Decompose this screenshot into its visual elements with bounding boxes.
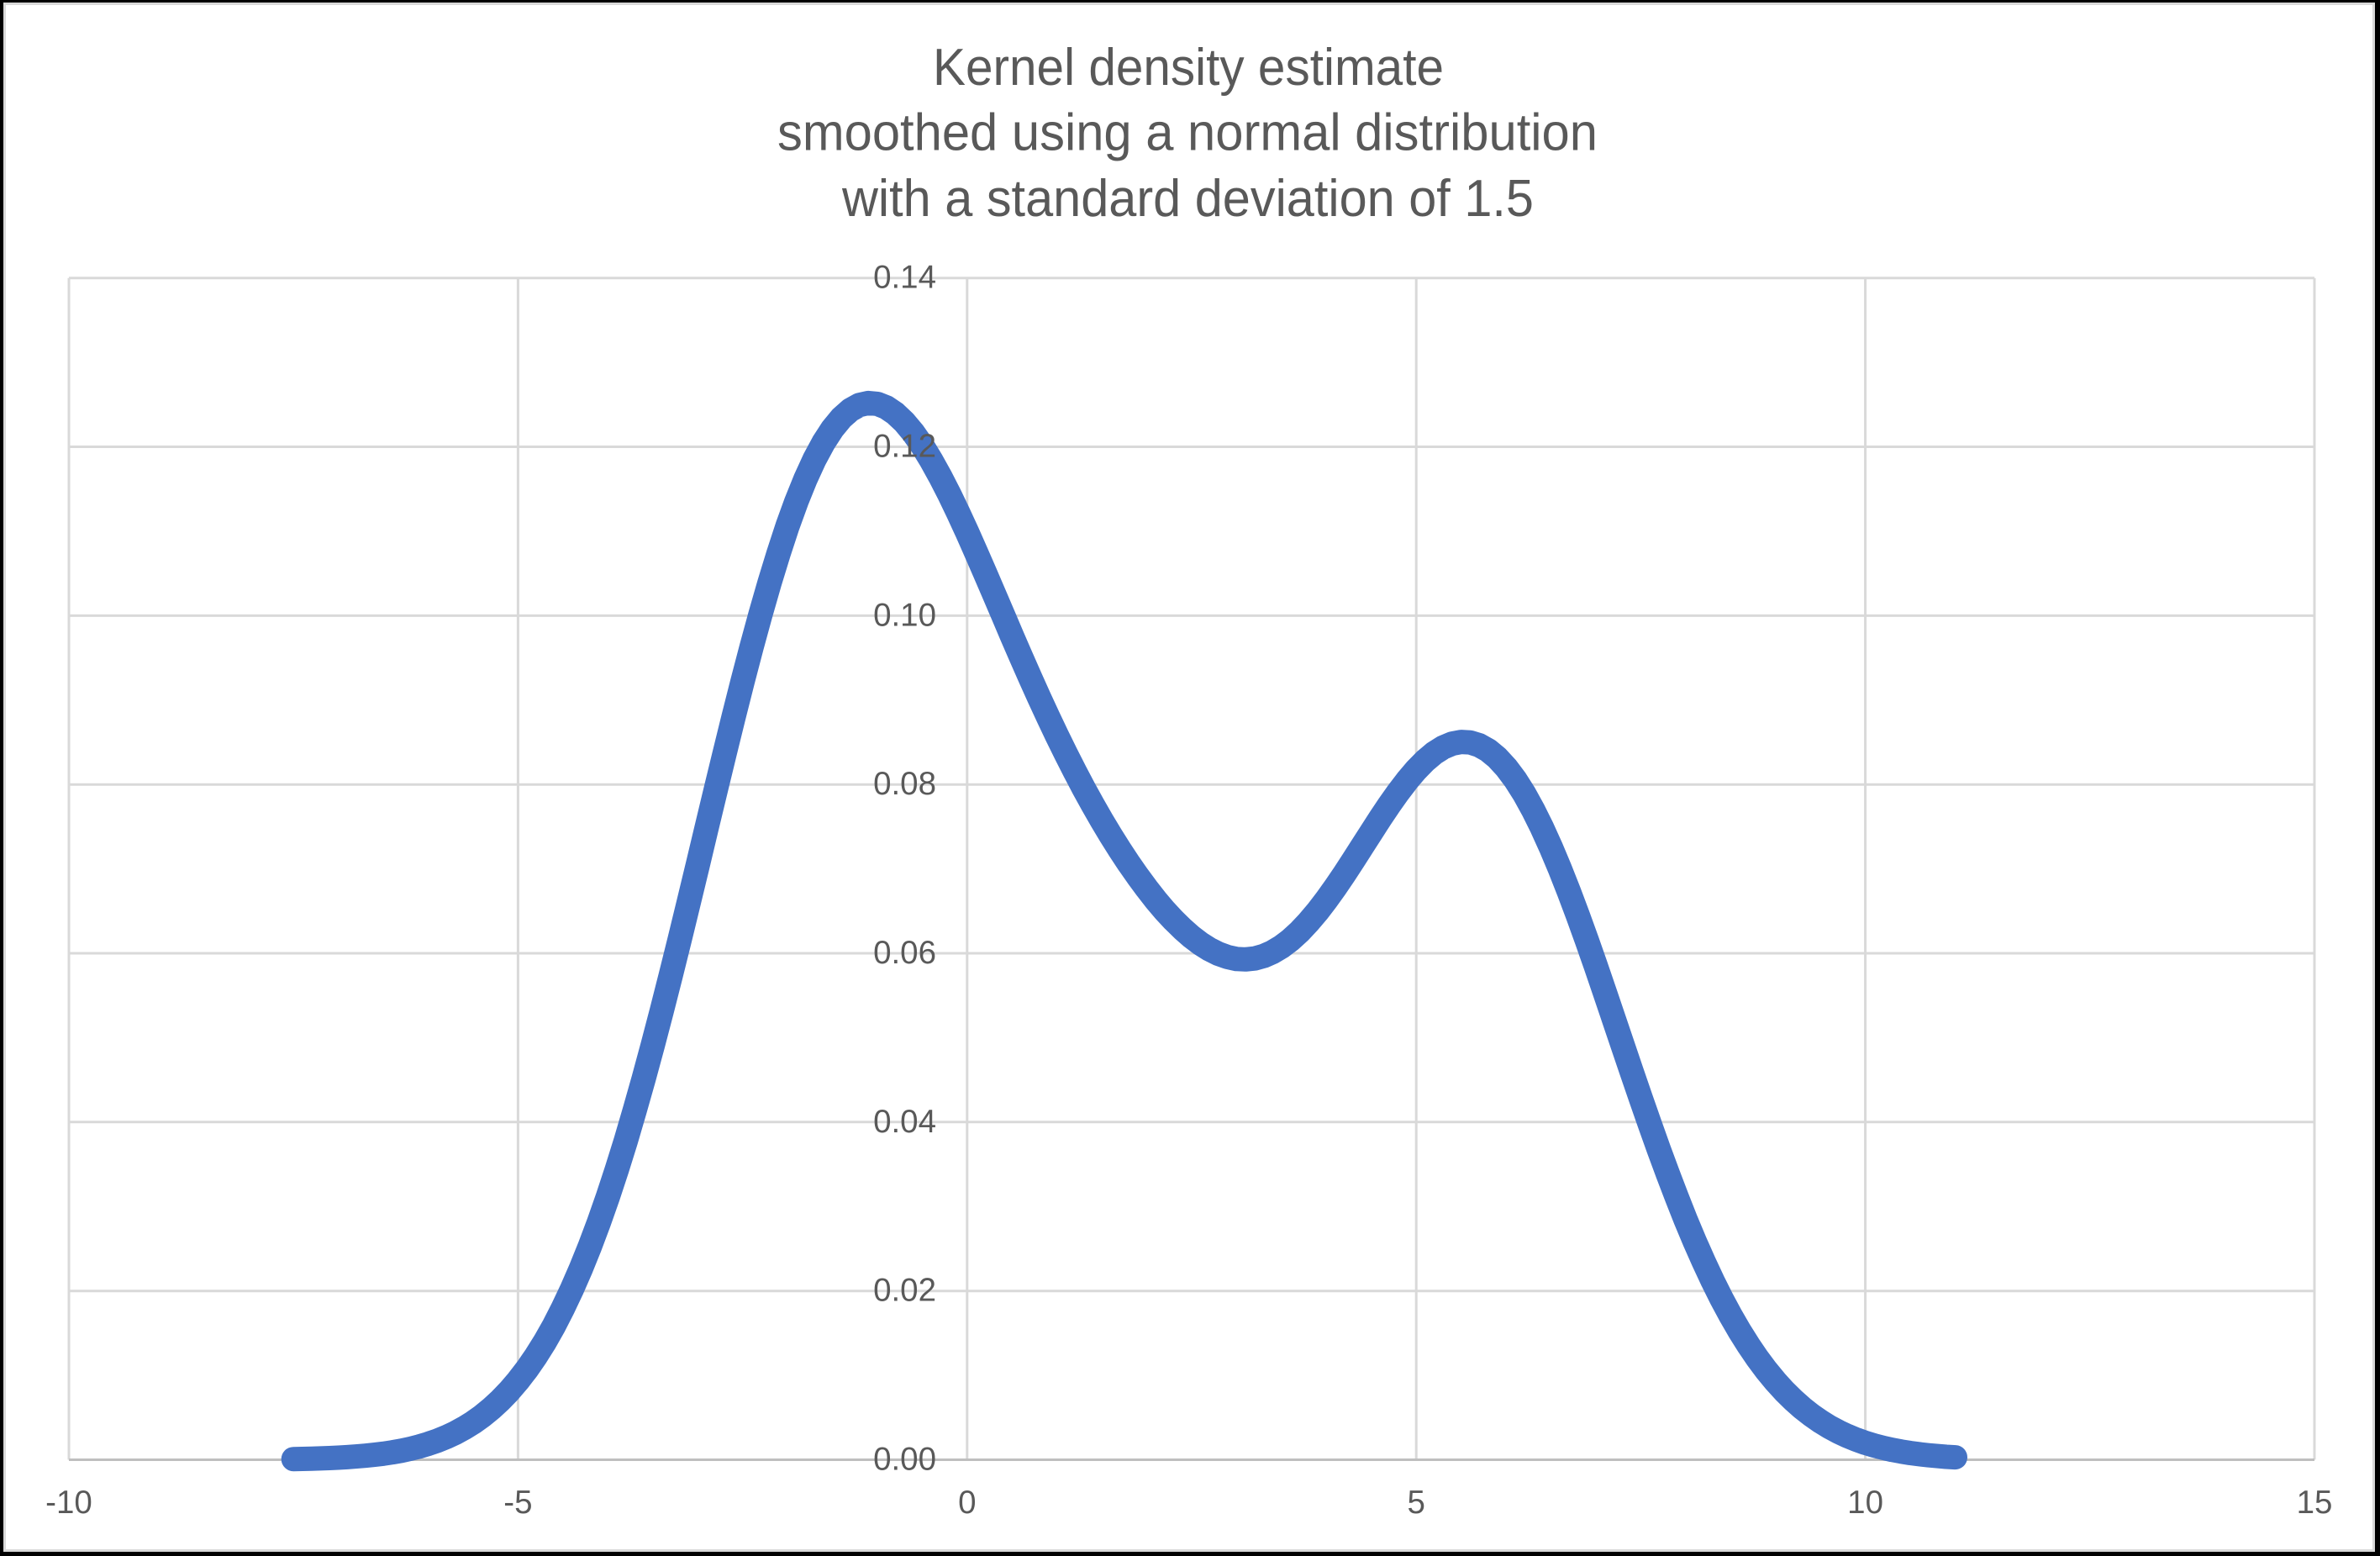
svg-text:15: 15 bbox=[2297, 1485, 2333, 1521]
svg-text:-5: -5 bbox=[503, 1485, 532, 1521]
svg-text:0.06: 0.06 bbox=[873, 935, 936, 971]
svg-text:0.10: 0.10 bbox=[873, 597, 936, 633]
svg-text:0.14: 0.14 bbox=[873, 260, 936, 296]
svg-text:0.00: 0.00 bbox=[873, 1442, 936, 1478]
svg-text:-10: -10 bbox=[45, 1485, 92, 1521]
svg-text:0: 0 bbox=[958, 1485, 976, 1521]
svg-text:with a standard deviation of 1: with a standard deviation of 1.5 bbox=[841, 170, 1534, 228]
svg-text:0.12: 0.12 bbox=[873, 429, 936, 465]
svg-text:0.02: 0.02 bbox=[873, 1273, 936, 1309]
svg-text:Kernel density estimate: Kernel density estimate bbox=[933, 39, 1444, 97]
svg-text:0.08: 0.08 bbox=[873, 766, 936, 802]
svg-text:10: 10 bbox=[1847, 1485, 1883, 1521]
svg-text:smoothed using a normal distri: smoothed using a normal distribution bbox=[777, 104, 1598, 162]
svg-text:0.04: 0.04 bbox=[873, 1104, 936, 1140]
svg-text:5: 5 bbox=[1407, 1485, 1424, 1521]
